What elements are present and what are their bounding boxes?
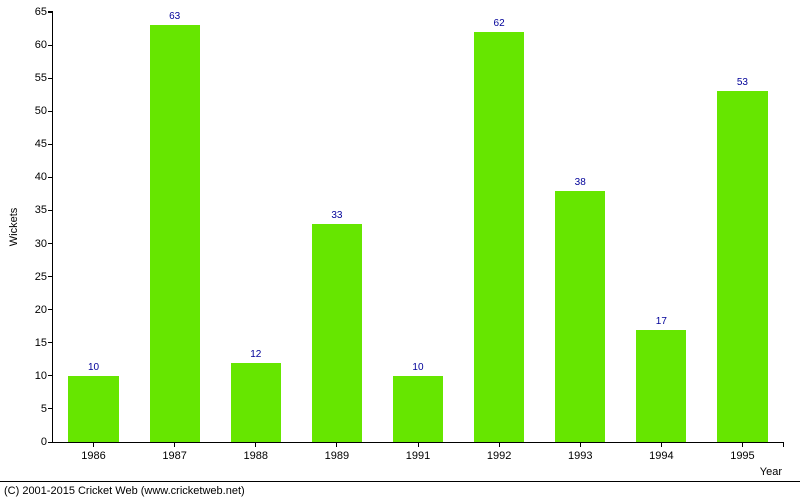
y-tick-label: 40 bbox=[35, 171, 53, 183]
y-tick-label: 15 bbox=[35, 337, 53, 349]
footer-copyright: (C) 2001-2015 Cricket Web (www.cricketwe… bbox=[0, 481, 800, 500]
y-tick-label: 10 bbox=[35, 370, 53, 382]
bar-value-label: 10 bbox=[88, 362, 99, 373]
bar: 12 bbox=[231, 363, 281, 442]
chart-container: 0510152025303540455055606519861019876319… bbox=[0, 0, 800, 500]
bar: 17 bbox=[636, 330, 686, 442]
y-axis-title: Wickets bbox=[8, 208, 20, 247]
y-tick-label: 30 bbox=[35, 238, 53, 250]
x-tick-label: 1994 bbox=[649, 442, 673, 462]
bar-value-label: 53 bbox=[737, 77, 748, 88]
y-tick-label: 50 bbox=[35, 105, 53, 117]
bar-value-label: 12 bbox=[250, 349, 261, 360]
bar: 33 bbox=[312, 224, 362, 442]
y-tick-label: 55 bbox=[35, 72, 53, 84]
x-tick-label: 1995 bbox=[730, 442, 754, 462]
bar: 10 bbox=[393, 376, 443, 442]
bar: 63 bbox=[150, 25, 200, 442]
bar-value-label: 10 bbox=[412, 362, 423, 373]
y-tick-label: 0 bbox=[41, 436, 53, 448]
bar-value-label: 63 bbox=[169, 11, 180, 22]
x-tick-label: 1988 bbox=[244, 442, 268, 462]
x-tick-label: 1986 bbox=[81, 442, 105, 462]
y-tick-label: 35 bbox=[35, 204, 53, 216]
footer-text: (C) 2001-2015 Cricket Web (www.cricketwe… bbox=[4, 485, 245, 497]
bar-value-label: 17 bbox=[656, 316, 667, 327]
plot-area: 0510152025303540455055606519861019876319… bbox=[52, 12, 783, 443]
bar: 38 bbox=[555, 191, 605, 442]
y-tick-label: 25 bbox=[35, 271, 53, 283]
bar-value-label: 38 bbox=[575, 177, 586, 188]
x-tick-label: 1989 bbox=[325, 442, 349, 462]
y-tick-label: 45 bbox=[35, 138, 53, 150]
x-tick-label: 1987 bbox=[162, 442, 186, 462]
x-axis-title: Year bbox=[760, 466, 782, 478]
bar: 62 bbox=[474, 32, 524, 442]
bar: 10 bbox=[68, 376, 118, 442]
y-tick-label: 5 bbox=[41, 403, 53, 415]
bar-value-label: 62 bbox=[494, 18, 505, 29]
bar-value-label: 33 bbox=[331, 210, 342, 221]
bar: 53 bbox=[717, 91, 767, 442]
x-tick-label: 1991 bbox=[406, 442, 430, 462]
y-tick-label: 20 bbox=[35, 304, 53, 316]
y-tick-label: 60 bbox=[35, 39, 53, 51]
x-tick-label: 1992 bbox=[487, 442, 511, 462]
x-tick-label: 1993 bbox=[568, 442, 592, 462]
y-tick-label: 65 bbox=[35, 6, 53, 18]
x-axis-end-tick bbox=[783, 442, 784, 447]
